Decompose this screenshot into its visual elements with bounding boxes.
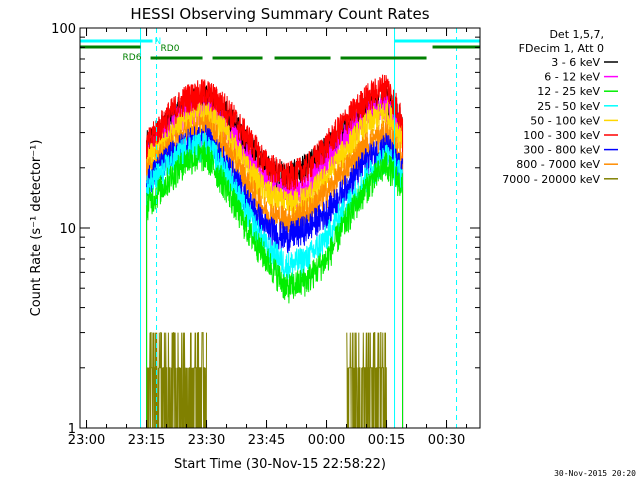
y-axis-label: Count Rate (s⁻¹ detector⁻¹)	[29, 140, 44, 317]
x-tick-label: 00:30	[428, 433, 465, 448]
series-line	[146, 74, 403, 191]
x-tick-label: 00:00	[308, 433, 345, 448]
x-tick-label: 23:00	[68, 433, 105, 448]
plot-area	[80, 28, 480, 428]
legend-label: 50 - 100 keV	[530, 114, 600, 127]
legend-label: 25 - 50 keV	[537, 100, 600, 113]
legend-label: 100 - 300 keV	[523, 129, 600, 142]
flag-label: N	[155, 37, 162, 47]
footer-date: 30-Nov-2015 20:20	[554, 469, 636, 478]
legend-label: 3 - 6 keV	[551, 56, 600, 69]
legend-label: 12 - 25 keV	[537, 85, 600, 98]
legend-header: FDecim 1, Att 0	[519, 42, 604, 55]
flag-label: RD6	[123, 53, 142, 63]
legend: Det 1,5,7,FDecim 1, Att 03 - 6 keV 6 - 12…	[502, 28, 618, 186]
series-line	[146, 140, 403, 304]
x-tick-label: 23:45	[248, 433, 285, 448]
legend-label: 7000 - 20000 keV	[502, 173, 600, 186]
x-tick-label: 00:15	[368, 433, 405, 448]
x-tick-label: 23:15	[128, 433, 165, 448]
y-tick-label: 1	[68, 422, 76, 437]
legend-label: 800 - 7000 keV	[516, 158, 600, 171]
y-tick-label: 10	[59, 222, 76, 237]
flag-label: RD0	[161, 44, 180, 54]
legend-label: 300 - 800 keV	[523, 144, 600, 157]
y-tick-label: 100	[51, 22, 76, 37]
chart-title: HESSI Observing Summary Count Rates	[130, 5, 429, 23]
x-axis-label: Start Time (30-Nov-15 22:58:22)	[174, 457, 386, 472]
legend-header: Det 1,5,7,	[549, 28, 604, 41]
legend-label: 6 - 12 keV	[544, 71, 600, 84]
x-tick-label: 23:30	[188, 433, 225, 448]
